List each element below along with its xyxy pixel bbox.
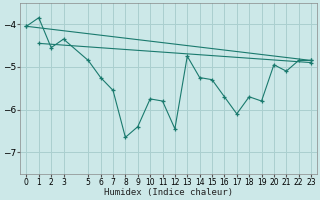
X-axis label: Humidex (Indice chaleur): Humidex (Indice chaleur) bbox=[104, 188, 233, 197]
